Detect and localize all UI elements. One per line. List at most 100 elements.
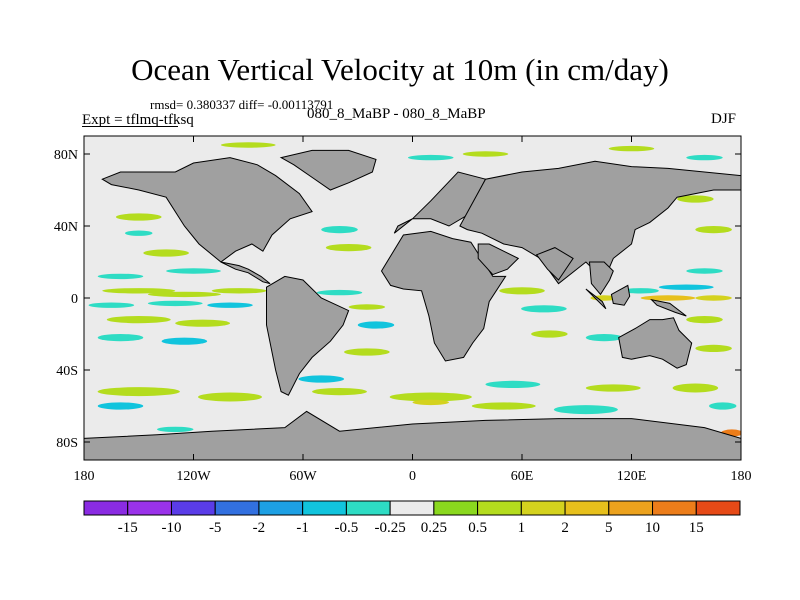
y-tick-label: 40N bbox=[54, 220, 78, 235]
x-tick-label: 180 bbox=[74, 469, 95, 484]
colorbar: -15 -10 -5 -2 -1 -0.5 -0.25 0.25 0.5 1 2 5 10 15 bbox=[83, 500, 741, 536]
anomaly-patch bbox=[389, 392, 472, 402]
anomaly-patch bbox=[407, 154, 454, 161]
land-southeast-asia bbox=[588, 261, 614, 296]
land-antarctica bbox=[84, 410, 741, 460]
land-india bbox=[535, 247, 574, 281]
anomaly-patch bbox=[485, 380, 541, 388]
land-asia bbox=[459, 160, 741, 285]
anomaly-patch bbox=[125, 230, 153, 236]
anomaly-patch bbox=[102, 288, 176, 294]
y-tick-label: 80S bbox=[56, 436, 78, 451]
anomaly-patch bbox=[106, 316, 171, 324]
colorbar-swatch bbox=[214, 500, 260, 516]
colorbar-swatch bbox=[302, 500, 347, 516]
anomaly-patch bbox=[585, 334, 623, 342]
anomaly-patch bbox=[198, 392, 262, 402]
y-tick-label: 40S bbox=[56, 364, 78, 379]
land-new-guinea bbox=[650, 298, 687, 317]
anomaly-patch bbox=[462, 151, 509, 157]
x-tick-label: 60E bbox=[511, 469, 534, 484]
anomaly-patch bbox=[325, 244, 372, 252]
chart-title: Ocean Vertical Velocity at 10m (in cm/da… bbox=[131, 52, 669, 87]
x-tick-label: 0 bbox=[409, 469, 416, 484]
anomaly-patch bbox=[658, 284, 714, 290]
y-tick-label: 80N bbox=[54, 148, 78, 163]
land-layer bbox=[84, 149, 741, 460]
case-subtitle: 080_8_MaBP - 080_8_MaBP bbox=[307, 106, 486, 122]
colorbar-label: -0.25 bbox=[375, 520, 406, 536]
colorbar-swatch bbox=[695, 500, 741, 516]
colorbar-label: -2 bbox=[253, 520, 266, 536]
anomaly-patch bbox=[585, 384, 641, 392]
anomaly-patch bbox=[97, 334, 144, 342]
colorbar-swatch bbox=[652, 500, 697, 516]
colorbar-label: -0.5 bbox=[335, 520, 359, 536]
anomaly-patch bbox=[143, 249, 189, 257]
land-sumatra bbox=[585, 288, 607, 310]
rmsd-diff-stats: rmsd= 0.380337 diff= -0.00113791 bbox=[150, 97, 334, 112]
anomaly-patch bbox=[677, 195, 714, 203]
colorbar-swatch bbox=[83, 500, 129, 516]
land-central-america bbox=[220, 261, 271, 285]
experiment-underline bbox=[82, 126, 178, 127]
anomaly-patch bbox=[357, 321, 395, 329]
anomaly-patch bbox=[321, 226, 358, 234]
anomaly-patch bbox=[344, 348, 390, 356]
land-australia bbox=[618, 317, 693, 369]
colorbar-label: -15 bbox=[118, 520, 138, 536]
land-north-america bbox=[101, 157, 313, 263]
colorbar-label: 5 bbox=[605, 520, 613, 536]
anomaly-patch bbox=[553, 405, 618, 415]
anomaly-patch bbox=[471, 402, 536, 410]
anomaly-patch bbox=[312, 388, 367, 396]
anomaly-patch bbox=[166, 268, 221, 274]
colorbar-swatch bbox=[170, 500, 216, 516]
colorbar-swatch bbox=[520, 500, 566, 516]
colorbar-label: 0.5 bbox=[468, 520, 487, 536]
anomaly-patch bbox=[608, 145, 655, 152]
anomaly-patch bbox=[161, 337, 208, 345]
colorbar-label: 15 bbox=[689, 520, 704, 536]
anomaly-patch bbox=[175, 319, 230, 327]
colorbar-swatch bbox=[564, 500, 610, 516]
anomaly-patch bbox=[348, 304, 386, 310]
anomaly-patch bbox=[220, 142, 276, 148]
colorbar-label: 0.25 bbox=[421, 520, 447, 536]
anomaly-patch bbox=[672, 383, 719, 393]
anomaly-patch bbox=[147, 300, 203, 307]
colorbar-label: 10 bbox=[645, 520, 660, 536]
colorbar-swatch bbox=[477, 500, 522, 516]
land-borneo bbox=[610, 284, 631, 306]
colorbar-swatch bbox=[345, 500, 391, 516]
anomaly-patch bbox=[316, 289, 363, 296]
anomaly-patch bbox=[695, 226, 732, 234]
anomaly-layer bbox=[88, 142, 741, 437]
colorbar-swatch bbox=[127, 500, 172, 516]
land-arabia bbox=[477, 243, 520, 276]
colorbar-label: -5 bbox=[209, 520, 222, 536]
colorbar-swatch bbox=[258, 500, 304, 516]
anomaly-patch bbox=[695, 344, 732, 352]
x-tick-label: 120E bbox=[617, 469, 647, 484]
anomaly-patch bbox=[157, 426, 194, 433]
y-tick-label: 0 bbox=[71, 292, 78, 307]
land-africa bbox=[380, 230, 507, 362]
anomaly-patch bbox=[97, 402, 144, 410]
colorbar-label: 2 bbox=[561, 520, 569, 536]
anomaly-patch bbox=[709, 402, 737, 410]
colorbar-label: -10 bbox=[161, 520, 181, 536]
colorbar-swatch bbox=[608, 500, 654, 516]
anomaly-patch bbox=[97, 387, 180, 397]
anomaly-patch bbox=[686, 316, 723, 324]
land-south-america bbox=[266, 275, 350, 396]
anomaly-patch bbox=[531, 330, 568, 338]
colorbar-label: -1 bbox=[296, 520, 309, 536]
anomaly-patch bbox=[686, 268, 723, 274]
anomaly-patch bbox=[640, 295, 696, 301]
anomaly-patch bbox=[115, 213, 162, 221]
anomaly-patch bbox=[499, 287, 545, 295]
x-tick-label: 60W bbox=[289, 469, 317, 484]
experiment-label: Expt = tflmq-tfksq bbox=[82, 112, 194, 128]
